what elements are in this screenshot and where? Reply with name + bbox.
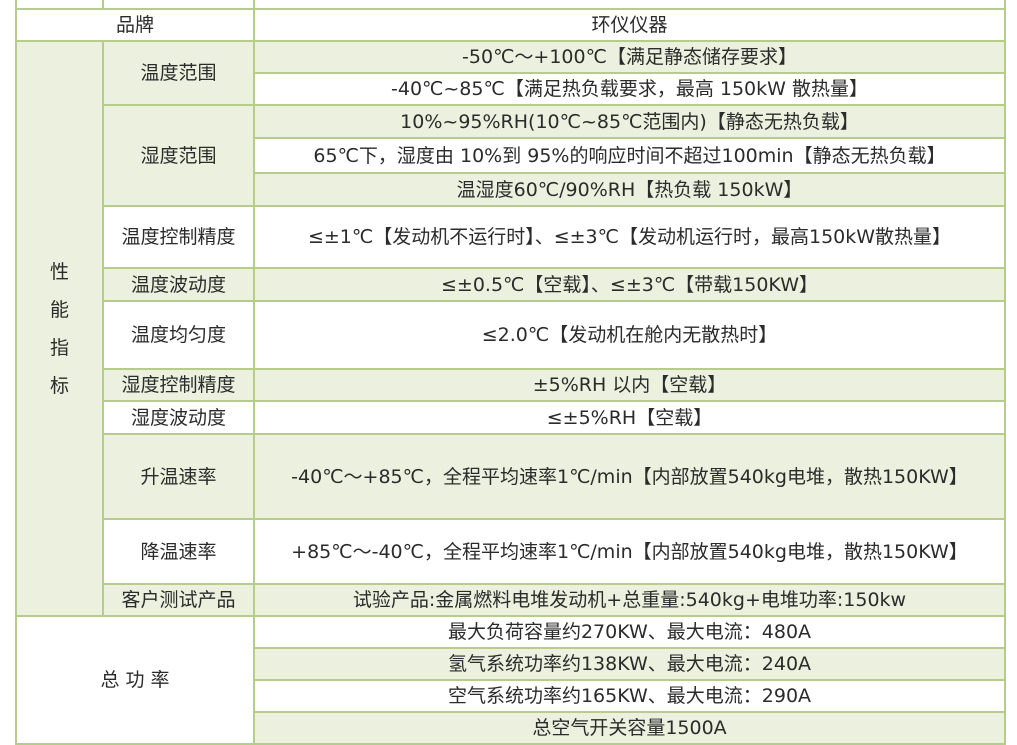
humidity-control-accuracy-value: ±5%RH 以内【空载】 bbox=[253, 368, 1006, 402]
temperature-fluctuation-value: ≤±0.5℃【空载】、≤±3℃【带载150KW】 bbox=[253, 267, 1006, 302]
customer-test-product-label: 客户测试产品 bbox=[102, 583, 255, 617]
heating-rate-value: -40℃～+85℃，全程平均速率1℃/min【内部放置540kg电堆，散热150… bbox=[253, 433, 1006, 520]
brand-label: 品牌 bbox=[15, 8, 255, 42]
cooling-rate-label: 降温速率 bbox=[102, 518, 255, 585]
temperature-range-value: -40℃~85℃【满足热负载要求，最高 150kW 散热量】 bbox=[253, 72, 1006, 106]
temperature-range-value: -50℃～+100℃【满足静态储存要求】 bbox=[253, 40, 1006, 74]
total-power-value: 总空气开关容量1500A bbox=[253, 711, 1006, 745]
temperature-control-accuracy-label: 温度控制精度 bbox=[102, 205, 255, 269]
customer-test-product-value: 试验产品:金属燃料电堆发动机+总重量:540kg+电堆功率:150kw bbox=[253, 583, 1006, 617]
total-power-value: 空气系统功率约165KW、最大电流：290A bbox=[253, 679, 1006, 713]
total-power-value: 氢气系统功率约138KW、最大电流：240A bbox=[253, 647, 1006, 681]
temperature-range-label: 温度范围 bbox=[102, 40, 255, 106]
total-power-label: 总 功 率 bbox=[15, 615, 255, 745]
humidity-fluctuation-value: ≤±5%RH【空载】 bbox=[253, 400, 1006, 435]
spec-table: 品牌 环仪仪器 性 能 指 标 温度范围 -50℃～+100℃【满足静态储存要求… bbox=[15, 0, 1006, 745]
humidity-range-value: 65℃下，湿度由 10%到 95%的响应时间不超过100min【静态无热负载】 bbox=[253, 137, 1006, 174]
humidity-range-value: 温湿度60℃/90%RH【热负载 150kW】 bbox=[253, 172, 1006, 207]
previous-row-partial bbox=[15, 0, 1006, 10]
temperature-fluctuation-label: 温度波动度 bbox=[102, 267, 255, 302]
cooling-rate-value: +85℃～-40℃，全程平均速率1℃/min【内部放置540kg电堆，散热150… bbox=[253, 518, 1006, 585]
humidity-fluctuation-label: 湿度波动度 bbox=[102, 400, 255, 435]
brand-value: 环仪仪器 bbox=[253, 8, 1006, 42]
performance-group-label: 性 能 指 标 bbox=[15, 40, 104, 617]
total-power-value: 最大负荷容量约270KW、最大电流：480A bbox=[253, 615, 1006, 649]
temperature-control-accuracy-value: ≤±1℃【发动机不运行时】、≤±3℃【发动机运行时，最高150kW散热量】 bbox=[253, 205, 1006, 269]
humidity-range-label: 湿度范围 bbox=[102, 104, 255, 207]
temperature-uniformity-label: 温度均匀度 bbox=[102, 300, 255, 370]
humidity-range-value: 10%~95%RH(10℃~85℃范围内)【静态无热负载】 bbox=[253, 104, 1006, 139]
humidity-control-accuracy-label: 湿度控制精度 bbox=[102, 368, 255, 402]
heating-rate-label: 升温速率 bbox=[102, 433, 255, 520]
brand-row: 品牌 环仪仪器 bbox=[15, 8, 1006, 42]
temperature-uniformity-value: ≤2.0℃【发动机在舱内无散热时】 bbox=[253, 300, 1006, 370]
